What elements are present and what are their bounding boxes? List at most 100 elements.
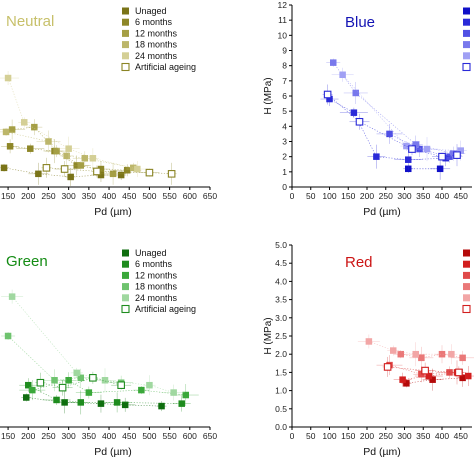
series-line xyxy=(26,397,162,407)
series-4 xyxy=(1,289,185,401)
x-tick-label: 200 xyxy=(21,191,35,201)
legend-label: Unaged xyxy=(135,248,167,258)
series-line xyxy=(406,377,463,384)
data-point xyxy=(42,164,51,172)
x-tick-label: 0 xyxy=(290,191,295,201)
data-point xyxy=(178,400,185,407)
data-point xyxy=(397,350,404,358)
y-tick-label: 3.0 xyxy=(275,313,287,323)
data-point xyxy=(146,381,153,389)
data-point xyxy=(58,383,67,392)
legend-marker xyxy=(122,294,129,302)
data-point xyxy=(403,380,410,387)
data-point xyxy=(67,173,74,181)
x-tick-label: 200 xyxy=(360,431,374,441)
data-point xyxy=(89,155,97,162)
y-tick-label: 0.5 xyxy=(275,404,287,414)
data-point xyxy=(53,147,60,155)
data-point xyxy=(77,162,85,169)
legend-label: Artificial ageing xyxy=(135,304,196,314)
legend-marker xyxy=(462,62,471,72)
data-point xyxy=(45,138,52,145)
legend-marker xyxy=(122,18,129,26)
data-point xyxy=(408,145,416,153)
data-point xyxy=(446,369,453,376)
series-5 xyxy=(41,157,177,185)
x-tick-label: 300 xyxy=(62,191,76,201)
y-tick-label: 0.0 xyxy=(275,422,287,432)
y-tick-label: 2.5 xyxy=(275,331,287,341)
data-point xyxy=(405,156,412,163)
data-point xyxy=(60,165,69,173)
data-point xyxy=(61,399,68,406)
data-point xyxy=(412,141,419,148)
legend-marker xyxy=(122,260,129,268)
data-point xyxy=(438,350,446,358)
legend-marker xyxy=(462,304,471,314)
data-point xyxy=(459,374,466,382)
y-tick-label: 8 xyxy=(282,61,287,71)
data-point xyxy=(330,59,337,66)
x-tick-label: 350 xyxy=(82,431,96,441)
data-point xyxy=(453,151,461,159)
data-point xyxy=(123,166,131,174)
data-point xyxy=(457,147,464,154)
series-3 xyxy=(393,345,474,369)
series-4 xyxy=(0,71,149,178)
data-point xyxy=(89,374,97,382)
chart-title: Green xyxy=(6,253,48,270)
data-point xyxy=(4,332,12,340)
legend-marker xyxy=(463,249,470,257)
x-tick-label: 550 xyxy=(163,191,177,201)
x-tick-label: 400 xyxy=(435,191,449,201)
y-tick-label: 2 xyxy=(282,152,287,162)
x-tick-label: 400 xyxy=(435,431,449,441)
x-axis-label: Pd (µm) xyxy=(94,206,132,218)
y-tick-label: 4.0 xyxy=(275,276,287,286)
data-point xyxy=(448,350,455,358)
series-line xyxy=(40,377,122,388)
data-point xyxy=(29,386,36,394)
x-tick-label: 300 xyxy=(397,431,411,441)
x-tick-label: 50 xyxy=(306,191,316,201)
data-point xyxy=(383,363,392,371)
data-point xyxy=(455,368,463,377)
data-point xyxy=(23,394,30,401)
data-point xyxy=(418,354,425,362)
y-tick-label: 6 xyxy=(282,91,287,101)
data-point xyxy=(134,165,141,173)
chart-title: Red xyxy=(345,254,373,271)
data-point xyxy=(352,89,359,97)
legend xyxy=(462,249,471,314)
x-tick-label: 500 xyxy=(142,431,156,441)
legend-marker xyxy=(121,304,130,314)
legend-marker xyxy=(122,52,129,60)
legend-marker xyxy=(463,271,470,279)
y-tick-label: 2.0 xyxy=(275,349,287,359)
data-point xyxy=(182,391,190,399)
y-tick-label: 1.5 xyxy=(275,367,287,377)
x-tick-label: 350 xyxy=(416,191,430,201)
data-point xyxy=(412,350,419,358)
series-0 xyxy=(0,162,127,186)
legend-marker xyxy=(122,283,129,291)
data-point xyxy=(31,123,38,131)
y-tick-label: 1.0 xyxy=(275,386,287,396)
legend-marker xyxy=(463,18,470,26)
data-point xyxy=(6,143,14,150)
series-line xyxy=(327,94,458,158)
data-point xyxy=(145,168,154,177)
x-tick-label: 450 xyxy=(454,191,468,201)
chart-red: 0 50 100 150 200 250 300 350 400 450 0.0 0.5 1.0 1.5 2… xyxy=(263,240,474,458)
y-tick-label: 12 xyxy=(278,0,288,10)
x-tick-label: 100 xyxy=(322,191,336,201)
data-point xyxy=(36,378,45,387)
legend-marker xyxy=(122,29,129,37)
data-point xyxy=(421,366,429,375)
chart-green: 150 200 250 300 350 400 450 500 550 600 650 Pd (µm)… xyxy=(0,248,217,458)
x-tick-label: 300 xyxy=(397,191,411,201)
x-tick-label: 100 xyxy=(322,431,336,441)
data-point xyxy=(27,145,34,152)
y-tick-label: 4 xyxy=(282,121,287,131)
